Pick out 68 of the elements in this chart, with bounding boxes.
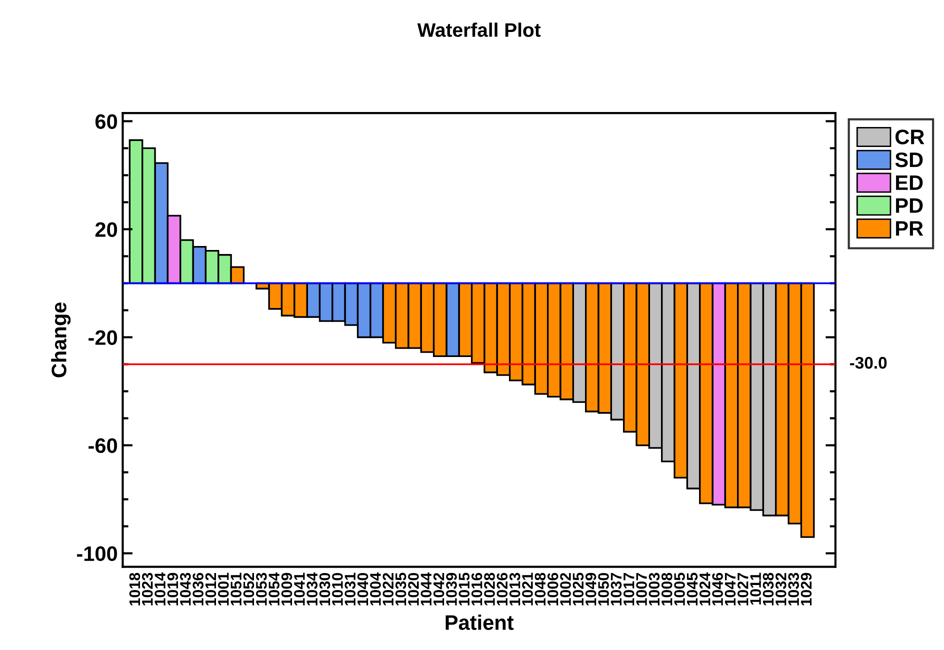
y-tick-label: -60 xyxy=(88,438,118,454)
x-tick-label: 1022 xyxy=(382,572,394,606)
x-tick-label: 1047 xyxy=(724,573,736,606)
x-tick-label: 1021 xyxy=(522,572,533,606)
x-tick-label: 1033 xyxy=(788,572,800,606)
x-tick-label: 1014 xyxy=(154,572,166,606)
x-tick-label: 1011 xyxy=(750,572,761,605)
x-tick-label: 1020 xyxy=(408,572,419,606)
x-tick-label: 1034 xyxy=(306,572,318,606)
legend-label: SD xyxy=(895,152,923,168)
x-tick-label: 1045 xyxy=(686,572,698,606)
x-tick-label: 1039 xyxy=(446,572,457,606)
x-tick-label: 1052 xyxy=(243,572,254,606)
legend-label: CR xyxy=(896,130,924,144)
y-axis-title: Change xyxy=(51,302,71,378)
x-tick-label: 1012 xyxy=(205,572,216,606)
x-tick-label: 1041 xyxy=(294,572,305,606)
x-tick-label: 1025 xyxy=(572,572,584,606)
x-axis-title: Patient xyxy=(446,614,514,630)
chart-title: Waterfall Plot xyxy=(417,22,541,37)
x-tick-label: 1051 xyxy=(230,572,242,606)
x-tick-label: 1046 xyxy=(712,572,723,606)
x-tick-label: 1016 xyxy=(471,572,482,606)
y-tick-label: -100 xyxy=(76,546,118,562)
y-tick-label: 20 xyxy=(95,222,118,237)
x-tick-label: 1001 xyxy=(218,572,229,606)
x-tick-label: 1005 xyxy=(674,572,685,606)
x-tick-label: 1009 xyxy=(281,572,292,606)
x-tick-label: 1023 xyxy=(142,572,153,606)
x-tick-label: 1024 xyxy=(699,572,710,606)
x-tick-label: 1006 xyxy=(547,572,558,606)
x-tick-label: 1019 xyxy=(167,572,178,606)
x-tick-label: 1017 xyxy=(623,573,634,606)
ref-line-label: -30.0 xyxy=(850,356,887,369)
x-tick-label: 1049 xyxy=(585,572,596,606)
x-tick-label: 1027 xyxy=(737,573,748,606)
x-tick-label: 1007 xyxy=(636,573,647,606)
x-tick-label: 1035 xyxy=(395,572,406,606)
x-tick-label: 1038 xyxy=(762,572,774,606)
x-tick-label: 1026 xyxy=(496,572,508,606)
x-tick-label: 1029 xyxy=(800,572,812,606)
x-tick-label: 1044 xyxy=(420,572,432,606)
x-tick-label: 1003 xyxy=(648,572,660,606)
x-tick-label: 1028 xyxy=(484,572,495,606)
x-tick-label: 1036 xyxy=(192,572,204,606)
x-tick-label: 1030 xyxy=(319,572,330,606)
x-tick-label: 1031 xyxy=(344,572,356,606)
x-tick-label: 1032 xyxy=(776,572,786,606)
x-tick-label: 1010 xyxy=(332,572,343,606)
legend-label: PR xyxy=(896,221,924,236)
legend-label: PD xyxy=(896,198,923,213)
x-tick-label: 1018 xyxy=(129,572,140,606)
x-tick-label: 1053 xyxy=(256,572,267,606)
x-tick-label: 1050 xyxy=(598,572,609,606)
x-tick-label: 1037 xyxy=(610,573,622,606)
x-tick-label: 1013 xyxy=(509,572,520,606)
x-tick-label: 1008 xyxy=(661,572,672,606)
y-tick-label: 60 xyxy=(95,114,118,129)
x-tick-label: 1042 xyxy=(433,572,444,606)
x-tick-label: 1015 xyxy=(458,572,470,606)
x-tick-label: 1048 xyxy=(534,572,546,606)
x-tick-label: 1043 xyxy=(180,572,191,606)
x-tick-label: 1002 xyxy=(560,572,571,606)
legend-label: ED xyxy=(896,176,923,190)
x-tick-label: 1040 xyxy=(357,572,368,606)
y-tick-label: -20 xyxy=(88,330,118,346)
x-tick-label: 1054 xyxy=(268,572,280,606)
x-tick-label: 1004 xyxy=(370,572,381,606)
